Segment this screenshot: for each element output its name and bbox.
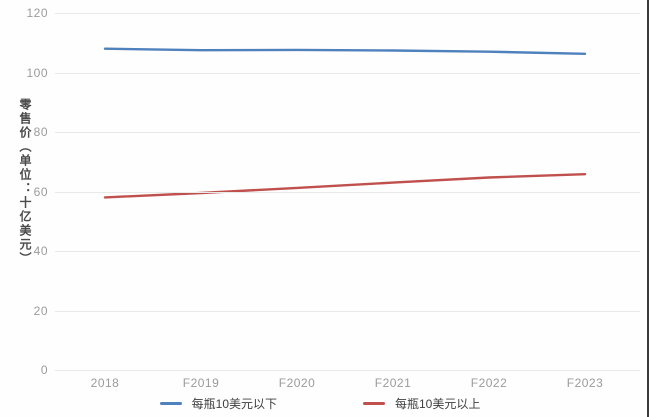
x-tick-label: F2020 bbox=[278, 376, 316, 390]
legend-item-under-10: 每瓶10美元以下 bbox=[159, 395, 277, 412]
series-line-blue bbox=[103, 47, 587, 55]
y-tick-label: 60 bbox=[33, 184, 48, 199]
x-tick-label: F2023 bbox=[566, 376, 604, 390]
legend-swatch-red-line-icon bbox=[363, 402, 385, 405]
legend-item-over-10: 每瓶10美元以上 bbox=[363, 395, 480, 412]
legend: 每瓶10美元以下 每瓶10美元以上 bbox=[0, 395, 640, 412]
y-tick-label: 40 bbox=[33, 244, 48, 258]
gridline bbox=[55, 72, 640, 74]
y-axis-title: 零售价（单位：十亿美元） bbox=[18, 98, 32, 266]
gridline bbox=[55, 310, 640, 312]
x-tick-label: F2019 bbox=[182, 376, 220, 390]
y-tick-label: 20 bbox=[33, 303, 48, 318]
gridline bbox=[55, 13, 640, 14]
gridline bbox=[55, 132, 640, 133]
y-tick-label: 80 bbox=[33, 125, 48, 139]
screenshot-right-border bbox=[647, 0, 649, 417]
y-tick-label: 0 bbox=[40, 363, 48, 377]
plot-area bbox=[55, 13, 640, 371]
x-tick-label: F2021 bbox=[374, 376, 412, 390]
legend-label-under-10: 每瓶10美元以下 bbox=[191, 397, 277, 411]
x-tick-label: F2022 bbox=[470, 376, 508, 390]
gridline bbox=[55, 251, 640, 252]
gridline bbox=[55, 370, 640, 371]
series-svg bbox=[103, 47, 587, 199]
y-tick-label: 100 bbox=[26, 65, 48, 80]
legend-swatch-blue-line-icon bbox=[159, 402, 182, 405]
series-line-red bbox=[103, 172, 587, 199]
x-tick-label: 2018 bbox=[90, 376, 120, 390]
y-tick-label: 120 bbox=[26, 6, 48, 20]
gridline bbox=[55, 191, 640, 193]
legend-label-over-10: 每瓶10美元以上 bbox=[395, 397, 481, 411]
